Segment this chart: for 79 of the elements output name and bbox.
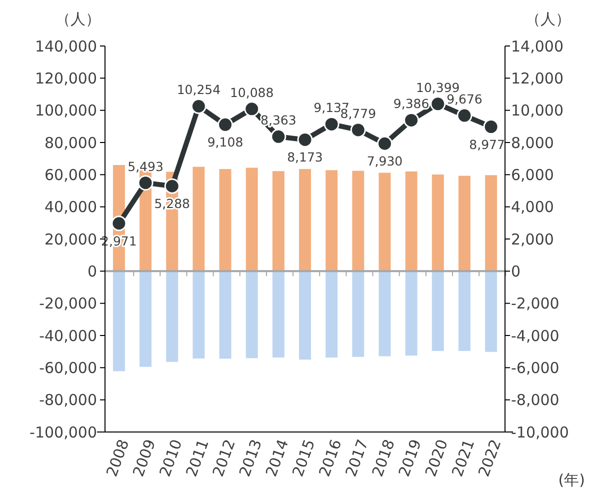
point <box>270 128 286 144</box>
bar <box>352 170 364 272</box>
data-label: 9,108 <box>207 134 244 150</box>
bar <box>299 271 311 360</box>
y-tick-label: 120,000 <box>34 69 97 88</box>
y2-tick-label: -8,000 <box>511 391 560 410</box>
point <box>244 101 260 117</box>
point <box>456 108 472 124</box>
bar <box>112 271 125 372</box>
y-tick-label: 0 <box>87 262 97 280</box>
data-label: 9,386 <box>393 96 430 112</box>
y-tick-label: 140,000 <box>34 37 97 56</box>
point <box>190 98 206 114</box>
point <box>376 136 392 152</box>
y-tick-label: -100,000 <box>30 423 97 442</box>
y-tick-label: 80,000 <box>44 134 97 152</box>
point <box>404 112 420 128</box>
bar <box>299 169 311 272</box>
bar <box>166 271 178 362</box>
y-tick-label: -80,000 <box>39 391 97 410</box>
bar <box>378 172 391 272</box>
bar <box>485 271 498 352</box>
bar <box>432 271 444 351</box>
bar <box>485 175 498 272</box>
bar <box>326 170 338 272</box>
bar <box>219 169 232 272</box>
point <box>430 96 446 112</box>
data-label: 10,088 <box>230 84 274 100</box>
y2-tick-label: 12,000 <box>511 69 564 88</box>
point <box>111 216 127 232</box>
point <box>138 175 154 191</box>
y-tick-label: -40,000 <box>39 326 97 345</box>
point <box>218 116 234 132</box>
bar <box>272 271 284 358</box>
bar <box>272 171 284 272</box>
point <box>297 132 313 148</box>
point <box>164 178 180 194</box>
y-tick-label: 60,000 <box>44 166 97 184</box>
bar <box>352 271 364 357</box>
data-label: 10,254 <box>176 82 221 98</box>
data-label: 5,493 <box>128 158 164 174</box>
y2-tick-label: 4,000 <box>511 198 554 216</box>
y2-tick-label: 0 <box>511 262 521 280</box>
y2-tick-label: 6,000 <box>511 166 554 184</box>
y2-tick-label: 10,000 <box>511 102 564 120</box>
bar <box>432 174 444 272</box>
data-label: 7,930 <box>366 154 403 169</box>
y-axis-title: （人） <box>56 10 100 28</box>
bar <box>458 176 470 272</box>
y-tick-label: -60,000 <box>39 358 97 377</box>
bar <box>192 166 205 272</box>
y2-tick-label: -2,000 <box>511 294 560 313</box>
y2-tick-label: 2,000 <box>511 230 554 248</box>
point <box>350 122 366 138</box>
x-axis-title: (年) <box>558 471 585 489</box>
bar <box>246 271 258 358</box>
data-label: 8,173 <box>287 150 323 165</box>
bar <box>405 271 418 356</box>
bar <box>246 168 258 272</box>
point <box>324 116 340 132</box>
y-tick-label: 40,000 <box>44 198 97 216</box>
bar <box>326 271 338 358</box>
y2-axis-title: （人） <box>526 10 570 28</box>
y2-tick-label: 8,000 <box>511 134 554 152</box>
y2-tick-label: -4,000 <box>511 326 560 345</box>
y2-tick-label: 14,000 <box>511 37 564 56</box>
bar <box>219 271 232 359</box>
bar <box>140 271 152 367</box>
y-tick-label: -20,000 <box>39 294 97 313</box>
y2-tick-label: -10,000 <box>511 423 569 442</box>
bar <box>378 271 391 356</box>
point <box>483 119 499 135</box>
data-label: 8,977 <box>469 136 505 152</box>
y-tick-label: 100,000 <box>34 102 97 120</box>
bar <box>458 271 470 351</box>
y-tick-label: 20,000 <box>44 230 97 248</box>
y2-tick-label: -6,000 <box>511 358 560 377</box>
bar <box>405 171 418 272</box>
bar <box>192 271 205 358</box>
